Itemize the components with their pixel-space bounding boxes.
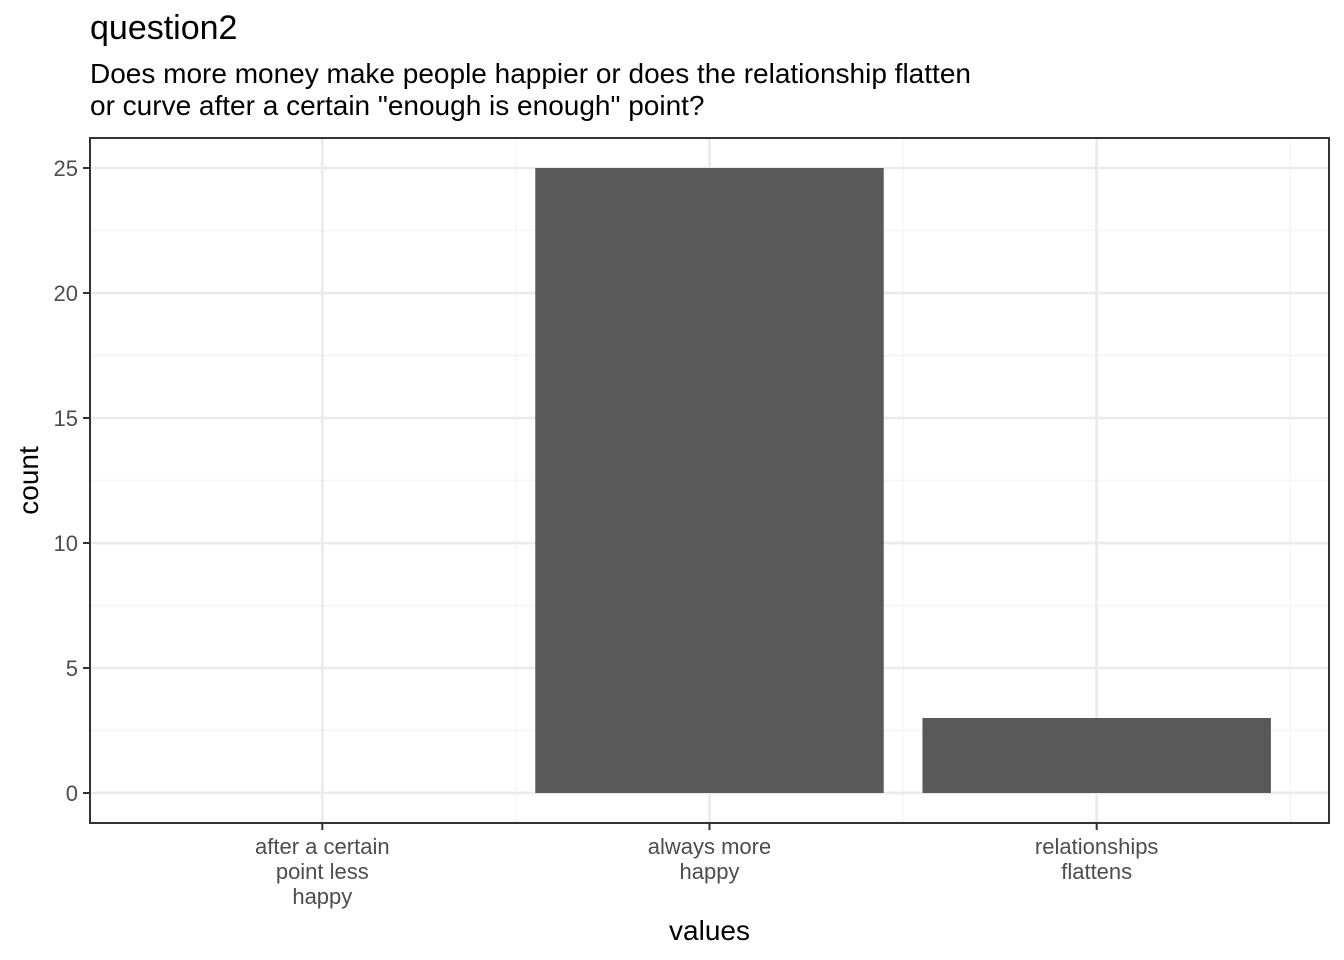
y-tick-label: 15 xyxy=(54,406,78,431)
chart-subtitle-line-2: or curve after a certain "enough is enou… xyxy=(90,90,705,121)
x-tick-label: always more xyxy=(648,834,771,859)
y-axis-title: count xyxy=(13,446,44,515)
chart-title: question2 xyxy=(90,9,238,47)
x-tick-label: flattens xyxy=(1061,859,1132,884)
x-tick-label: after a certain xyxy=(255,834,390,859)
y-tick-label: 10 xyxy=(54,531,78,556)
y-tick-label: 5 xyxy=(66,656,78,681)
x-tick-label: relationships xyxy=(1035,834,1159,859)
y-tick-label: 20 xyxy=(54,281,78,306)
chart-subtitle: Does more money make people happier or d… xyxy=(90,58,971,122)
chart-subtitle-line-1: Does more money make people happier or d… xyxy=(90,58,971,89)
y-tick-label: 0 xyxy=(66,781,78,806)
bar-1 xyxy=(535,168,884,793)
y-tick-label: 25 xyxy=(54,156,78,181)
x-tick-label: happy xyxy=(680,859,740,884)
bar-2 xyxy=(922,718,1271,793)
x-axis-title: values xyxy=(669,915,750,946)
x-tick-label: point less xyxy=(276,859,369,884)
x-tick-label: happy xyxy=(292,884,352,909)
